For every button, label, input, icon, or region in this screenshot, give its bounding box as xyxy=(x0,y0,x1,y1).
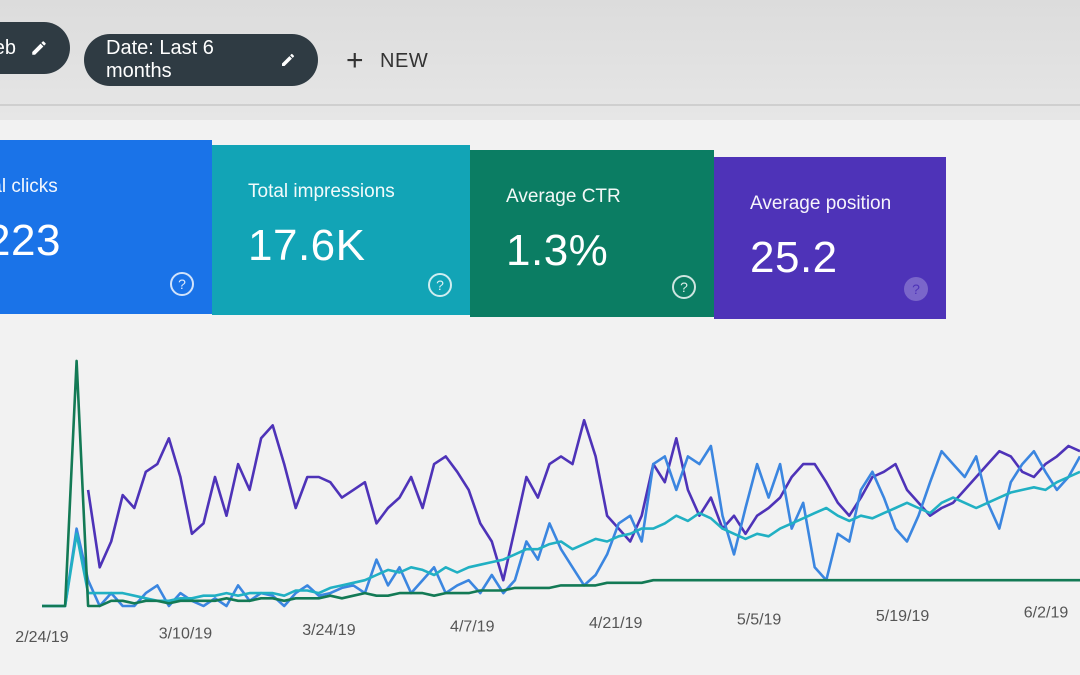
pencil-icon[interactable] xyxy=(280,51,296,69)
metric-value: 25.2 xyxy=(750,233,838,282)
web-filter-chip[interactable]: eb xyxy=(0,22,70,74)
x-tick-label: 3/10/19 xyxy=(159,626,212,643)
series-line-ctr xyxy=(42,359,1080,608)
x-tick-label: 3/24/19 xyxy=(302,622,355,639)
x-tick-label: 6/2/19 xyxy=(1024,605,1069,622)
series-layer xyxy=(42,359,1080,608)
series-line-position xyxy=(86,418,1080,582)
help-icon[interactable]: ? xyxy=(904,277,928,301)
help-icon[interactable]: ? xyxy=(428,273,452,297)
metric-card-clicks[interactable]: tal clicks 223 ? xyxy=(0,140,212,314)
date-filter-chip[interactable]: Date: Last 6 months xyxy=(84,34,318,86)
metric-label: tal clicks xyxy=(0,176,58,197)
filter-bar-divider xyxy=(0,104,1080,106)
metric-card-position[interactable]: Average position 25.2 ? xyxy=(714,157,946,319)
x-tick-label: 4/21/19 xyxy=(589,615,642,632)
metric-label: Average CTR xyxy=(506,186,621,207)
new-filter-button[interactable]: + NEW xyxy=(346,46,428,76)
x-tick-label: 5/5/19 xyxy=(737,612,782,629)
metric-value: 223 xyxy=(0,216,61,265)
pencil-icon[interactable] xyxy=(30,39,48,57)
metric-card-impressions[interactable]: Total impressions 17.6K ? xyxy=(212,145,470,315)
metric-value: 1.3% xyxy=(506,226,609,275)
x-tick-label: 5/19/19 xyxy=(876,608,929,625)
metric-label: Average position xyxy=(750,193,892,214)
series-line-clicks xyxy=(42,444,1080,608)
x-tick-label: 2/24/19 xyxy=(15,629,68,646)
plus-icon: + xyxy=(346,44,365,77)
help-icon[interactable]: ? xyxy=(170,272,194,296)
web-filter-label: eb xyxy=(0,36,16,59)
x-axis-ticks: 2/24/19 3/10/19 3/24/19 4/7/19 4/21/19 5/5/19… xyxy=(15,605,1068,647)
series-line-impressions xyxy=(42,470,1080,608)
metric-card-ctr[interactable]: Average CTR 1.3% ? xyxy=(470,150,714,317)
help-icon[interactable]: ? xyxy=(672,275,696,299)
performance-chart: 2/24/19 3/10/19 3/24/19 4/7/19 4/21/19 5/5/19… xyxy=(15,359,1080,647)
date-filter-label: Date: Last 6 months xyxy=(106,37,214,82)
new-filter-label: NEW xyxy=(380,49,429,72)
x-tick-label: 4/7/19 xyxy=(450,619,495,636)
metric-value: 17.6K xyxy=(248,221,366,270)
metric-label: Total impressions xyxy=(248,181,395,202)
